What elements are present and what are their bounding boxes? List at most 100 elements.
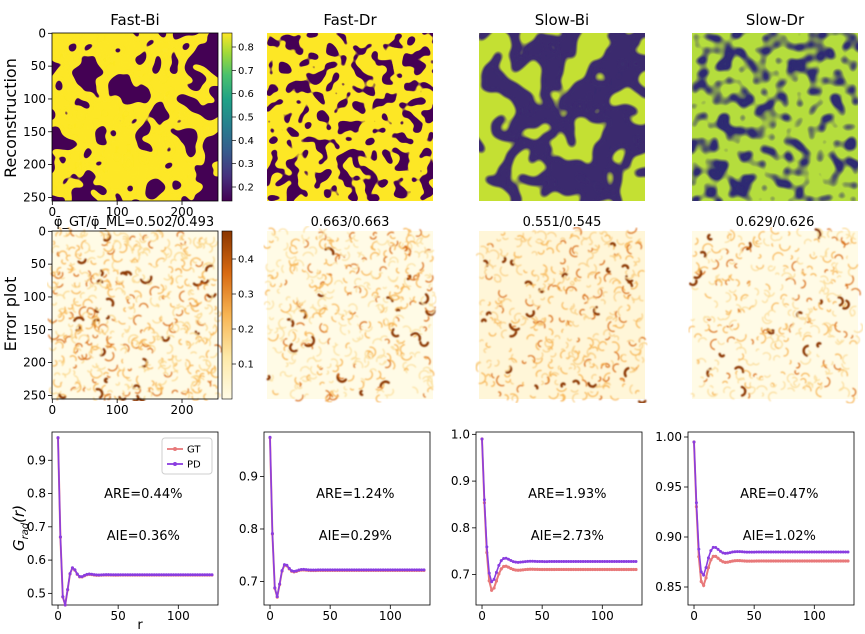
pd-point: [615, 560, 619, 564]
gt-point: [829, 559, 833, 563]
pd-point: [820, 550, 824, 554]
colorbar-tick: 0.7: [238, 66, 254, 77]
pd-point: [374, 568, 378, 572]
pd-point: [706, 556, 710, 560]
gt-point: [581, 567, 585, 572]
pd-point: [779, 550, 783, 554]
image-x-tick: 100: [106, 403, 129, 417]
row-label-reconstruction: Reconstruction: [1, 58, 20, 178]
pd-point: [376, 568, 380, 572]
pd-point: [627, 560, 631, 564]
pd-point: [480, 437, 484, 441]
gt-point: [615, 567, 619, 572]
pd-point: [605, 560, 609, 564]
pd-point: [400, 568, 404, 572]
gt-point: [810, 559, 814, 563]
pd-point: [697, 547, 701, 551]
gt-point: [747, 559, 751, 563]
x-tick-label: 50: [323, 609, 338, 623]
pd-point: [791, 550, 795, 554]
pd-point: [75, 572, 79, 576]
colorbar-tick: 0.2: [238, 183, 254, 194]
gt-point: [706, 566, 711, 570]
gt-point: [502, 564, 506, 569]
pd-point: [567, 560, 571, 564]
pd-point: [97, 573, 101, 577]
pd-point: [415, 568, 419, 572]
pd-point: [555, 560, 559, 564]
pd-point: [167, 573, 171, 577]
y-tick-label: 0.95: [655, 480, 682, 494]
gt-point: [735, 558, 739, 563]
pd-point: [834, 550, 838, 554]
pd-point: [752, 550, 756, 554]
image-y-tick: 0: [38, 224, 46, 238]
pd-point: [485, 545, 489, 549]
error-panel-slow-bi: [475, 226, 649, 404]
pd-point: [200, 573, 204, 577]
pd-point: [273, 586, 277, 590]
pd-point: [355, 568, 359, 572]
pd-point: [634, 560, 638, 564]
pd-point: [767, 550, 771, 554]
pd-point: [571, 560, 575, 564]
pd-point: [747, 550, 751, 554]
gt-point: [714, 554, 718, 558]
pd-point: [340, 568, 344, 572]
pd-point: [99, 573, 103, 577]
pd-point: [205, 573, 209, 577]
y-tick-label: 0.7: [27, 520, 46, 534]
pd-point: [632, 560, 636, 564]
gt-point: [764, 559, 768, 563]
pd-point: [750, 550, 754, 554]
pd-point: [159, 573, 163, 577]
pd-point: [764, 550, 768, 554]
pd-point: [540, 560, 544, 564]
gt-point: [545, 567, 549, 572]
gt-point: [511, 567, 515, 572]
gt-point: [492, 586, 496, 590]
reconstruction-panel-slow-dr: [692, 33, 858, 201]
pd-point: [564, 560, 568, 564]
pd-point: [617, 560, 621, 564]
image-y-tick: 100: [23, 92, 46, 106]
pd-point: [87, 572, 91, 576]
gt-point: [619, 567, 624, 572]
gt-point: [807, 559, 812, 563]
pd-point: [620, 560, 624, 564]
gt-point: [834, 559, 838, 563]
legend-label: GT: [187, 445, 201, 456]
pd-point: [123, 573, 127, 577]
pd-point: [506, 557, 510, 561]
pd-point: [304, 568, 308, 572]
gt-point: [791, 559, 795, 563]
pd-point: [757, 550, 761, 554]
gt-point: [612, 567, 616, 572]
pd-point: [352, 568, 356, 572]
y-tick-label: 0.9: [239, 470, 258, 484]
pd-point: [357, 568, 361, 572]
gt-point: [769, 559, 773, 563]
pd-point: [311, 568, 315, 572]
gt-point: [781, 559, 785, 563]
gt-point: [617, 567, 621, 572]
pd-point: [210, 573, 214, 577]
pd-point: [422, 568, 426, 572]
pd-point: [612, 560, 616, 564]
pd-point: [832, 550, 836, 554]
pd-point: [598, 560, 602, 564]
gt-point: [815, 559, 819, 563]
pd-point: [608, 560, 612, 564]
pd-point: [383, 568, 387, 572]
pd-point: [579, 560, 583, 564]
pd-point: [290, 569, 294, 573]
pd-point: [824, 550, 828, 554]
pd-point: [731, 550, 735, 554]
pd-point: [827, 550, 831, 554]
aie-annotation: AIE=2.73%: [531, 529, 604, 544]
gt-point: [564, 567, 568, 572]
gt-point: [709, 558, 713, 562]
gt-point: [542, 567, 547, 572]
pd-point: [516, 560, 520, 564]
pd-point: [774, 550, 778, 554]
